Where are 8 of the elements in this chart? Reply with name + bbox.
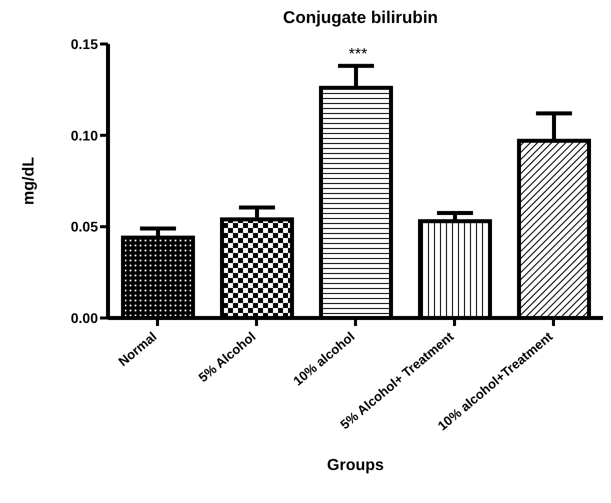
y-tick-label: 0.15 — [70, 36, 98, 52]
chart-title: Conjugate bilirubin — [282, 8, 439, 28]
annotation: *** — [348, 46, 368, 64]
x-axis-title: Groups — [327, 457, 384, 474]
y-tick-label: 0.10 — [70, 127, 98, 144]
y-tick-label: 0.00 — [70, 310, 98, 326]
y-axis-title: mg/dL — [20, 156, 38, 205]
y-tick-label: 0.05 — [70, 218, 98, 235]
